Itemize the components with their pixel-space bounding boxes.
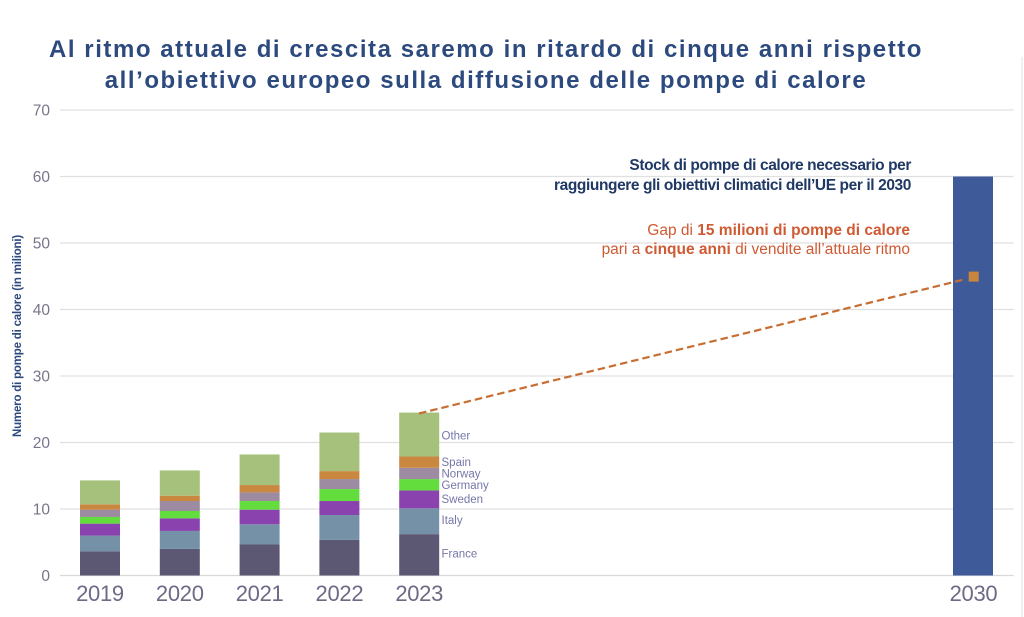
svg-text:10: 10: [33, 501, 51, 518]
svg-text:20: 20: [33, 435, 51, 452]
svg-text:Germany: Germany: [442, 480, 490, 492]
svg-text:Spain: Spain: [442, 457, 471, 469]
svg-text:Italy: Italy: [442, 515, 463, 527]
svg-text:Numero di pompe di calore (in: Numero di pompe di calore (in milioni): [12, 235, 24, 437]
svg-text:France: France: [442, 549, 478, 561]
svg-text:70: 70: [33, 102, 51, 119]
svg-text:Other: Other: [442, 431, 471, 443]
svg-text:Norway: Norway: [442, 468, 481, 480]
svg-text:2021: 2021: [236, 581, 284, 606]
svg-text:60: 60: [33, 169, 51, 186]
svg-text:0: 0: [41, 568, 50, 585]
svg-text:40: 40: [33, 302, 51, 319]
svg-text:2022: 2022: [316, 581, 364, 606]
svg-text:2020: 2020: [156, 581, 204, 606]
svg-text:Sweden: Sweden: [442, 494, 484, 506]
svg-text:2030: 2030: [950, 581, 998, 606]
svg-text:30: 30: [33, 368, 51, 385]
svg-text:2023: 2023: [395, 581, 443, 606]
svg-text:50: 50: [33, 235, 51, 252]
svg-text:2019: 2019: [76, 581, 124, 606]
